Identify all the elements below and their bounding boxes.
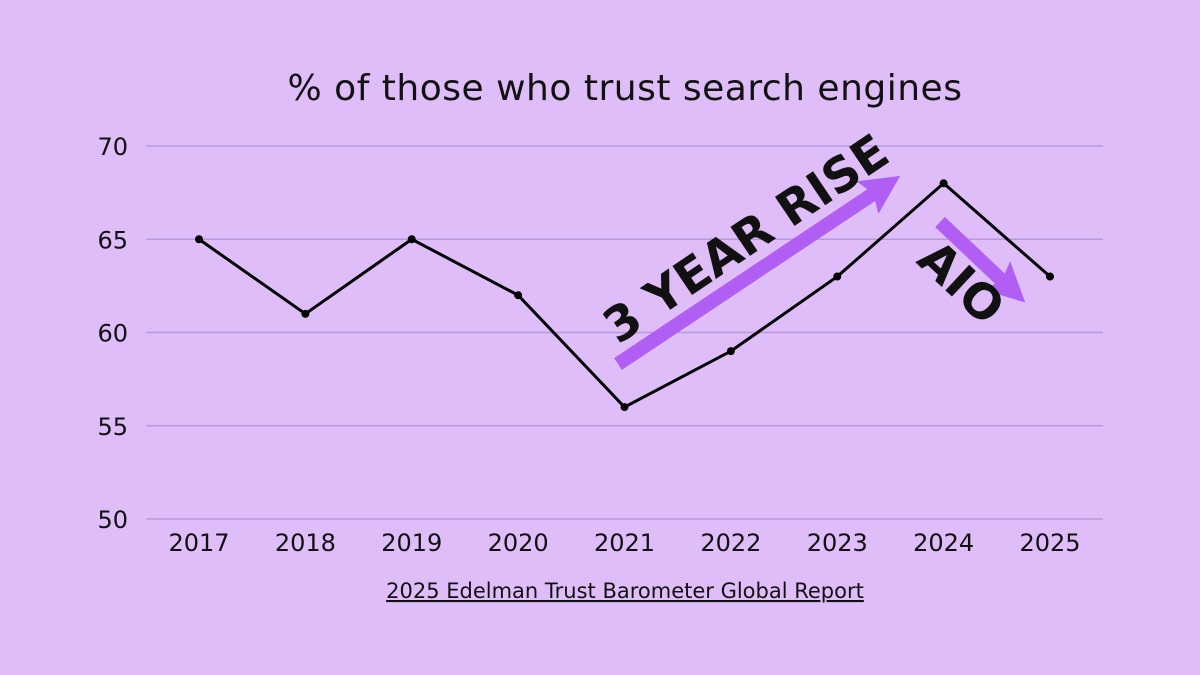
data-point xyxy=(1046,272,1054,281)
aio-arrow xyxy=(935,216,1026,303)
y-tick-label: 65 xyxy=(97,226,128,254)
data-point xyxy=(301,309,310,318)
x-tick-label: 2021 xyxy=(594,529,655,557)
x-tick-label: 2022 xyxy=(700,529,761,557)
x-tick-label: 2025 xyxy=(1019,529,1080,557)
x-tick-label: 2017 xyxy=(168,529,229,557)
y-axis: 50 55 60 65 70 xyxy=(97,133,128,534)
data-point xyxy=(514,291,523,300)
data-points xyxy=(195,179,1054,412)
x-tick-label: 2020 xyxy=(488,529,549,557)
data-point xyxy=(939,179,948,188)
source-link[interactable]: 2025 Edelman Trust Barometer Global Repo… xyxy=(386,579,864,603)
x-axis: 2017 2018 2019 2020 2021 2022 2023 2024 2025 xyxy=(168,529,1080,557)
x-tick-label: 2024 xyxy=(913,529,974,557)
x-tick-label: 2018 xyxy=(275,529,336,557)
y-tick-label: 60 xyxy=(97,320,128,348)
chart-title: % of those who trust search engines xyxy=(288,68,963,109)
y-tick-label: 50 xyxy=(97,506,128,534)
y-tick-label: 70 xyxy=(97,133,128,161)
data-point xyxy=(195,235,203,244)
rise-arrow xyxy=(614,175,901,370)
data-point xyxy=(407,235,416,244)
y-tick-label: 55 xyxy=(97,413,128,441)
x-tick-label: 2023 xyxy=(807,529,868,557)
data-point xyxy=(726,347,735,356)
data-point xyxy=(620,403,629,412)
grid-lines xyxy=(146,145,1103,520)
x-tick-label: 2019 xyxy=(381,529,442,557)
data-point xyxy=(833,272,842,281)
